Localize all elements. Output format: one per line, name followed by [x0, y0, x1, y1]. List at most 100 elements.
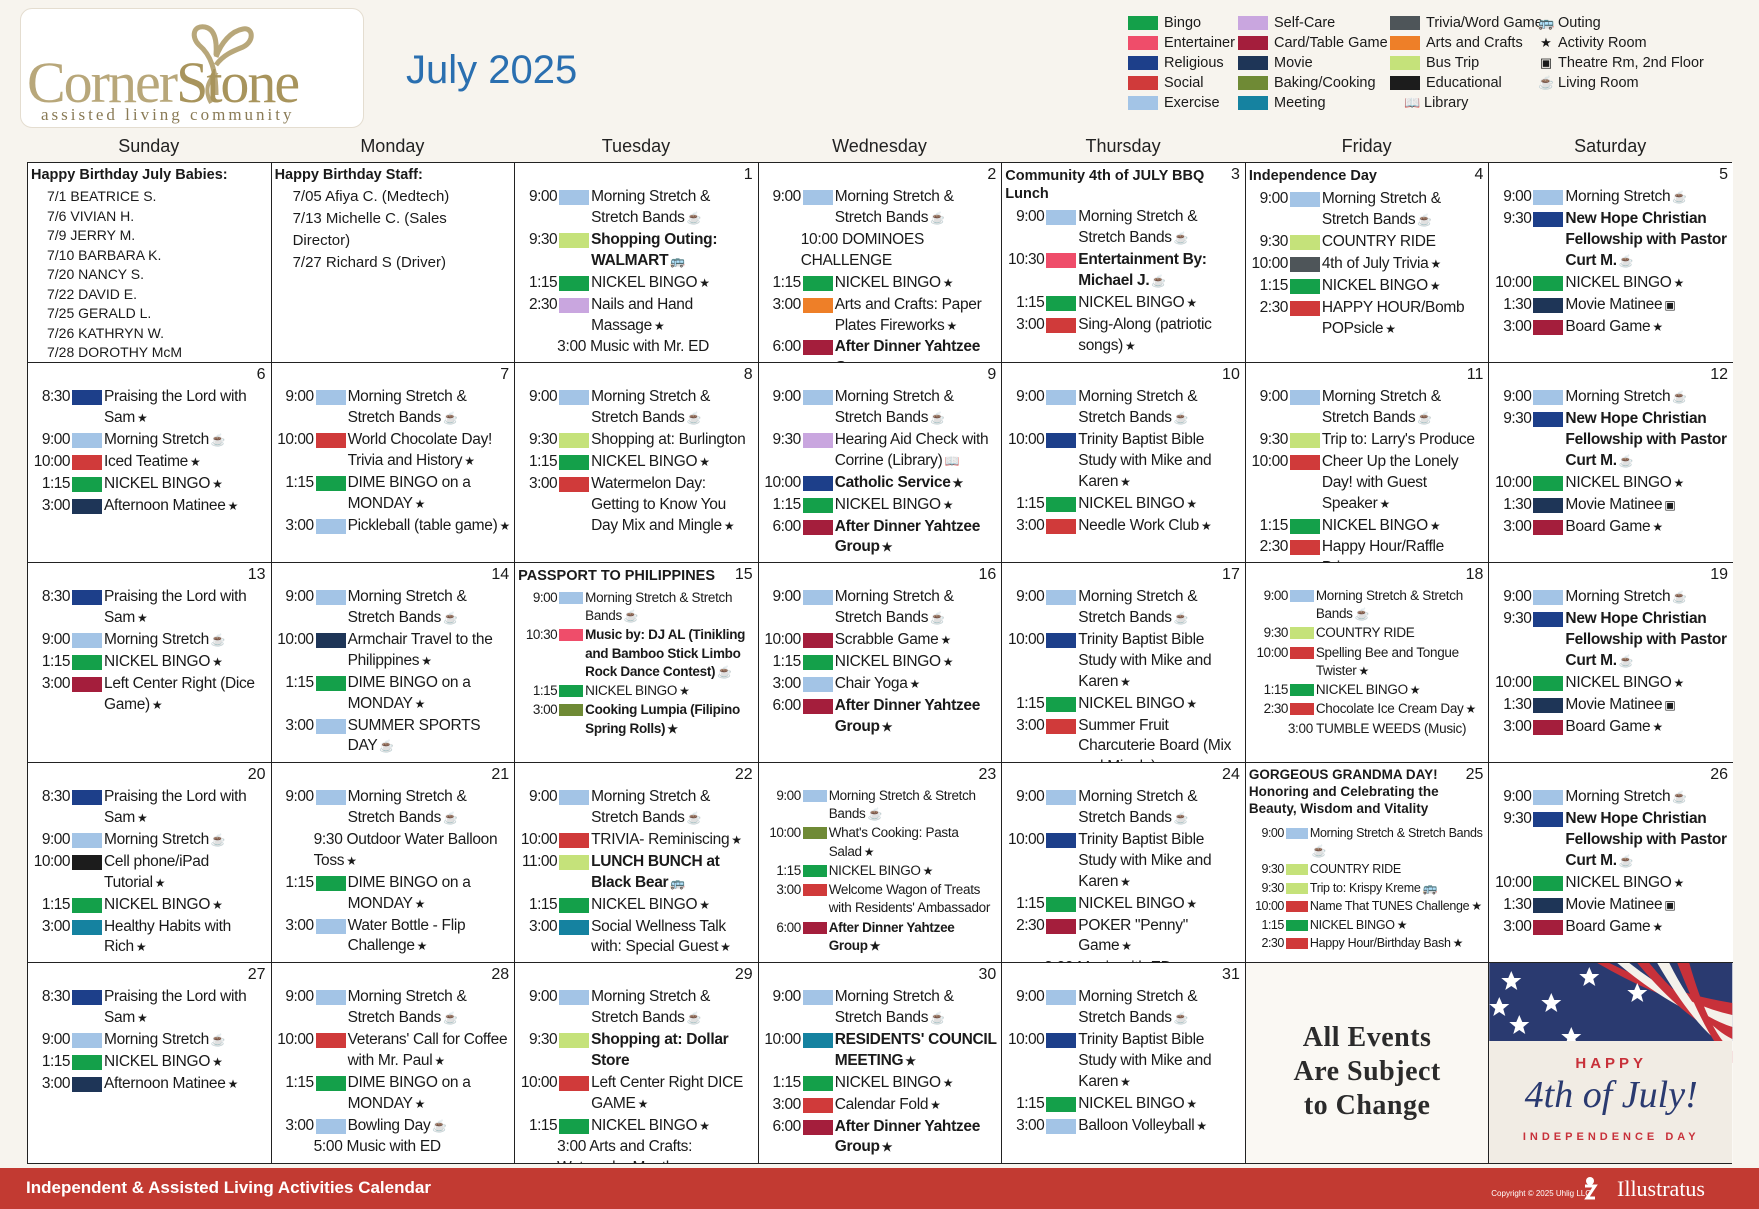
event-time: 10:00	[764, 1030, 801, 1048]
event-title: 10:00 DOMINOES CHALLENGE	[800, 230, 925, 269]
legend-label: Bingo	[1164, 15, 1202, 31]
location-icon: ★	[1652, 519, 1663, 534]
event-item: 3:00 Cooking Lumpia (Filipino Spring Roll…	[515, 701, 758, 737]
event-time: 1:15	[1016, 494, 1045, 512]
event-item: 10:00 Veterans' Call for Coffee with Mr. …	[272, 1030, 515, 1072]
location-icon: ★	[946, 318, 957, 333]
legend-label: Educational	[1426, 75, 1502, 91]
location-icon: ☕	[686, 1010, 702, 1025]
event-item: 9:00 Morning Stretch & Stretch Bands☕	[515, 987, 758, 1029]
event-title: Morning Stretch & Stretch Bands☕	[1315, 588, 1463, 622]
event-time: 3:00	[772, 295, 802, 313]
event-time: 3:00	[1016, 516, 1045, 534]
event-title: Welcome Wagon of Treats with Residents' …	[828, 882, 991, 916]
event-time: 1:30	[1503, 495, 1532, 513]
legend-item: Card/Table Game	[1238, 35, 1388, 51]
event-category-swatch	[1289, 454, 1320, 470]
event-time: 10:30	[1007, 250, 1045, 268]
event-item: 3:00 Music with Mr. ED	[515, 337, 758, 358]
event-title: Morning Stretch & Stretch Bands☕	[347, 588, 467, 626]
event-title: 3:00 Music with Mr. ED	[557, 338, 710, 356]
location-icon: ★	[1379, 496, 1390, 511]
event-time: 1:15	[285, 873, 314, 891]
staff-birthday-title: Happy Birthday Staff:	[274, 167, 423, 183]
day-cell-14: 14 9:00 Morning Stretch & Stretch Bands ☕ 10…	[271, 563, 516, 763]
event-item: 6:00 After Dinner Yahtzee Group★	[759, 696, 1002, 738]
event-title: Board Game ★	[1565, 917, 1663, 935]
location-icon: ☕	[717, 664, 732, 679]
location-icon: ★	[227, 498, 239, 513]
event-item: 10:00 Armchair Travel to the Philippines ★	[272, 630, 515, 672]
event-category-swatch	[802, 497, 833, 513]
event-list: 9:00 Morning Stretch & Stretch Bands☕ 9:30…	[1246, 825, 1489, 954]
location-icon: ★	[1120, 674, 1131, 689]
event-time: 3:00	[1016, 716, 1045, 734]
event-category-swatch	[72, 1054, 102, 1070]
weekday-header-wednesday: Wednesday	[832, 136, 927, 156]
legend-swatch	[1238, 36, 1268, 50]
event-title: Arts and Crafts: Paper Plates Fireworks ★	[834, 295, 982, 334]
event-time: 1:15	[1263, 682, 1289, 698]
event-time: 3:00	[1016, 315, 1045, 333]
event-title: Cooking Lumpia (Filipino Spring Rolls) ★	[585, 702, 740, 736]
event-category-swatch	[1533, 275, 1564, 291]
event-time: 9:00	[1503, 788, 1532, 805]
location-icon: ☕	[443, 1010, 458, 1025]
event-item: 2:30 Nails and Hand Massage ★	[515, 295, 758, 337]
event-item: 9:30 COUNTRY RIDE	[1246, 232, 1489, 253]
legend-label: Trivia/Word Game	[1426, 15, 1543, 31]
illustratus-brand: Illustratus	[1617, 1176, 1705, 1201]
event-item: 10:00 Trinity Baptist Bible Study with Mi…	[1002, 1030, 1245, 1093]
event-list: 9:00 Morning Stretch & Stretch Bands ☕ 10:0…	[1002, 587, 1245, 762]
location-icon: 🚌	[1422, 880, 1438, 895]
event-title: NICKEL BINGO ★	[1315, 682, 1421, 698]
event-title: Balloon Volleyball ★	[1078, 1116, 1207, 1134]
event-title: RESIDENTS' COUNCIL MEETING ★	[834, 1030, 997, 1069]
event-list: 9:00 Morning Stretch & Stretch Bands ☕ 10:0…	[272, 387, 515, 537]
legend-item: Bus Trip	[1390, 55, 1479, 71]
event-title: NICKEL BINGO ★	[585, 683, 690, 699]
brand-name: CornerStone	[27, 50, 300, 115]
event-time: 9:00	[1503, 588, 1532, 605]
event-list: 9:00 Morning Stretch ☕ 9:30 New Hope Christi…	[1489, 587, 1733, 738]
event-time: 9:00	[41, 1030, 71, 1048]
event-category-swatch	[72, 1076, 102, 1092]
location-icon: ★	[1200, 518, 1212, 533]
location-icon: ★	[1358, 663, 1370, 678]
event-title: NICKEL BINGO ★	[1565, 273, 1684, 291]
event-title: DIME BINGO on a MONDAY ★	[347, 873, 471, 912]
day-number: 17	[1222, 566, 1240, 583]
birthday-entry: 7/6 VIVIAN H.	[47, 207, 135, 224]
event-category-swatch	[559, 919, 590, 935]
event-time: 1:15	[1016, 894, 1045, 912]
event-category-swatch	[559, 390, 590, 405]
event-item: 1:30 Movie Matinee ▣	[1489, 695, 1733, 716]
legend-item: Social	[1128, 75, 1204, 91]
event-time: 8:30	[41, 988, 71, 1005]
event-item: 3:00 Calendar Fold ★	[759, 1095, 1002, 1116]
event-title: Morning Stretch ☕	[104, 430, 226, 448]
event-title: NICKEL BINGO ★	[1078, 694, 1197, 712]
day-cell-15: 15 PASSPORT TO PHILIPPINES 9:00 Morning Str…	[515, 563, 759, 763]
location-icon: ★	[1385, 321, 1396, 336]
location-icon: ★	[1673, 875, 1685, 890]
event-title: NICKEL BINGO ★	[834, 1073, 954, 1091]
event-category-swatch	[315, 790, 346, 805]
event-time: 10:00	[520, 1073, 558, 1091]
event-time: 6:00	[772, 696, 802, 714]
location-icon: ★	[1471, 899, 1482, 913]
event-category-swatch	[1285, 938, 1308, 949]
event-title: Praising the Lord with Sam ★	[104, 588, 247, 626]
location-icon: ★	[637, 1096, 649, 1111]
event-time: 1:15	[1016, 694, 1045, 712]
event-time: 3:00	[532, 702, 558, 718]
event-title: Morning Stretch ☕	[1565, 588, 1687, 605]
event-category-swatch	[559, 990, 590, 1005]
event-item: 1:15 NICKEL BINGO ★	[28, 1052, 271, 1073]
event-item: 10:00 Cheer Up the Lonely Day! with Guest…	[1246, 452, 1489, 515]
location-icon: ★	[679, 684, 690, 699]
event-category-swatch	[802, 654, 833, 670]
event-item: 1:15 NICKEL BINGO ★	[1002, 494, 1245, 515]
event-item: 9:00 Morning Stretch & Stretch Bands☕	[759, 587, 1002, 629]
event-category-swatch	[1285, 828, 1308, 839]
